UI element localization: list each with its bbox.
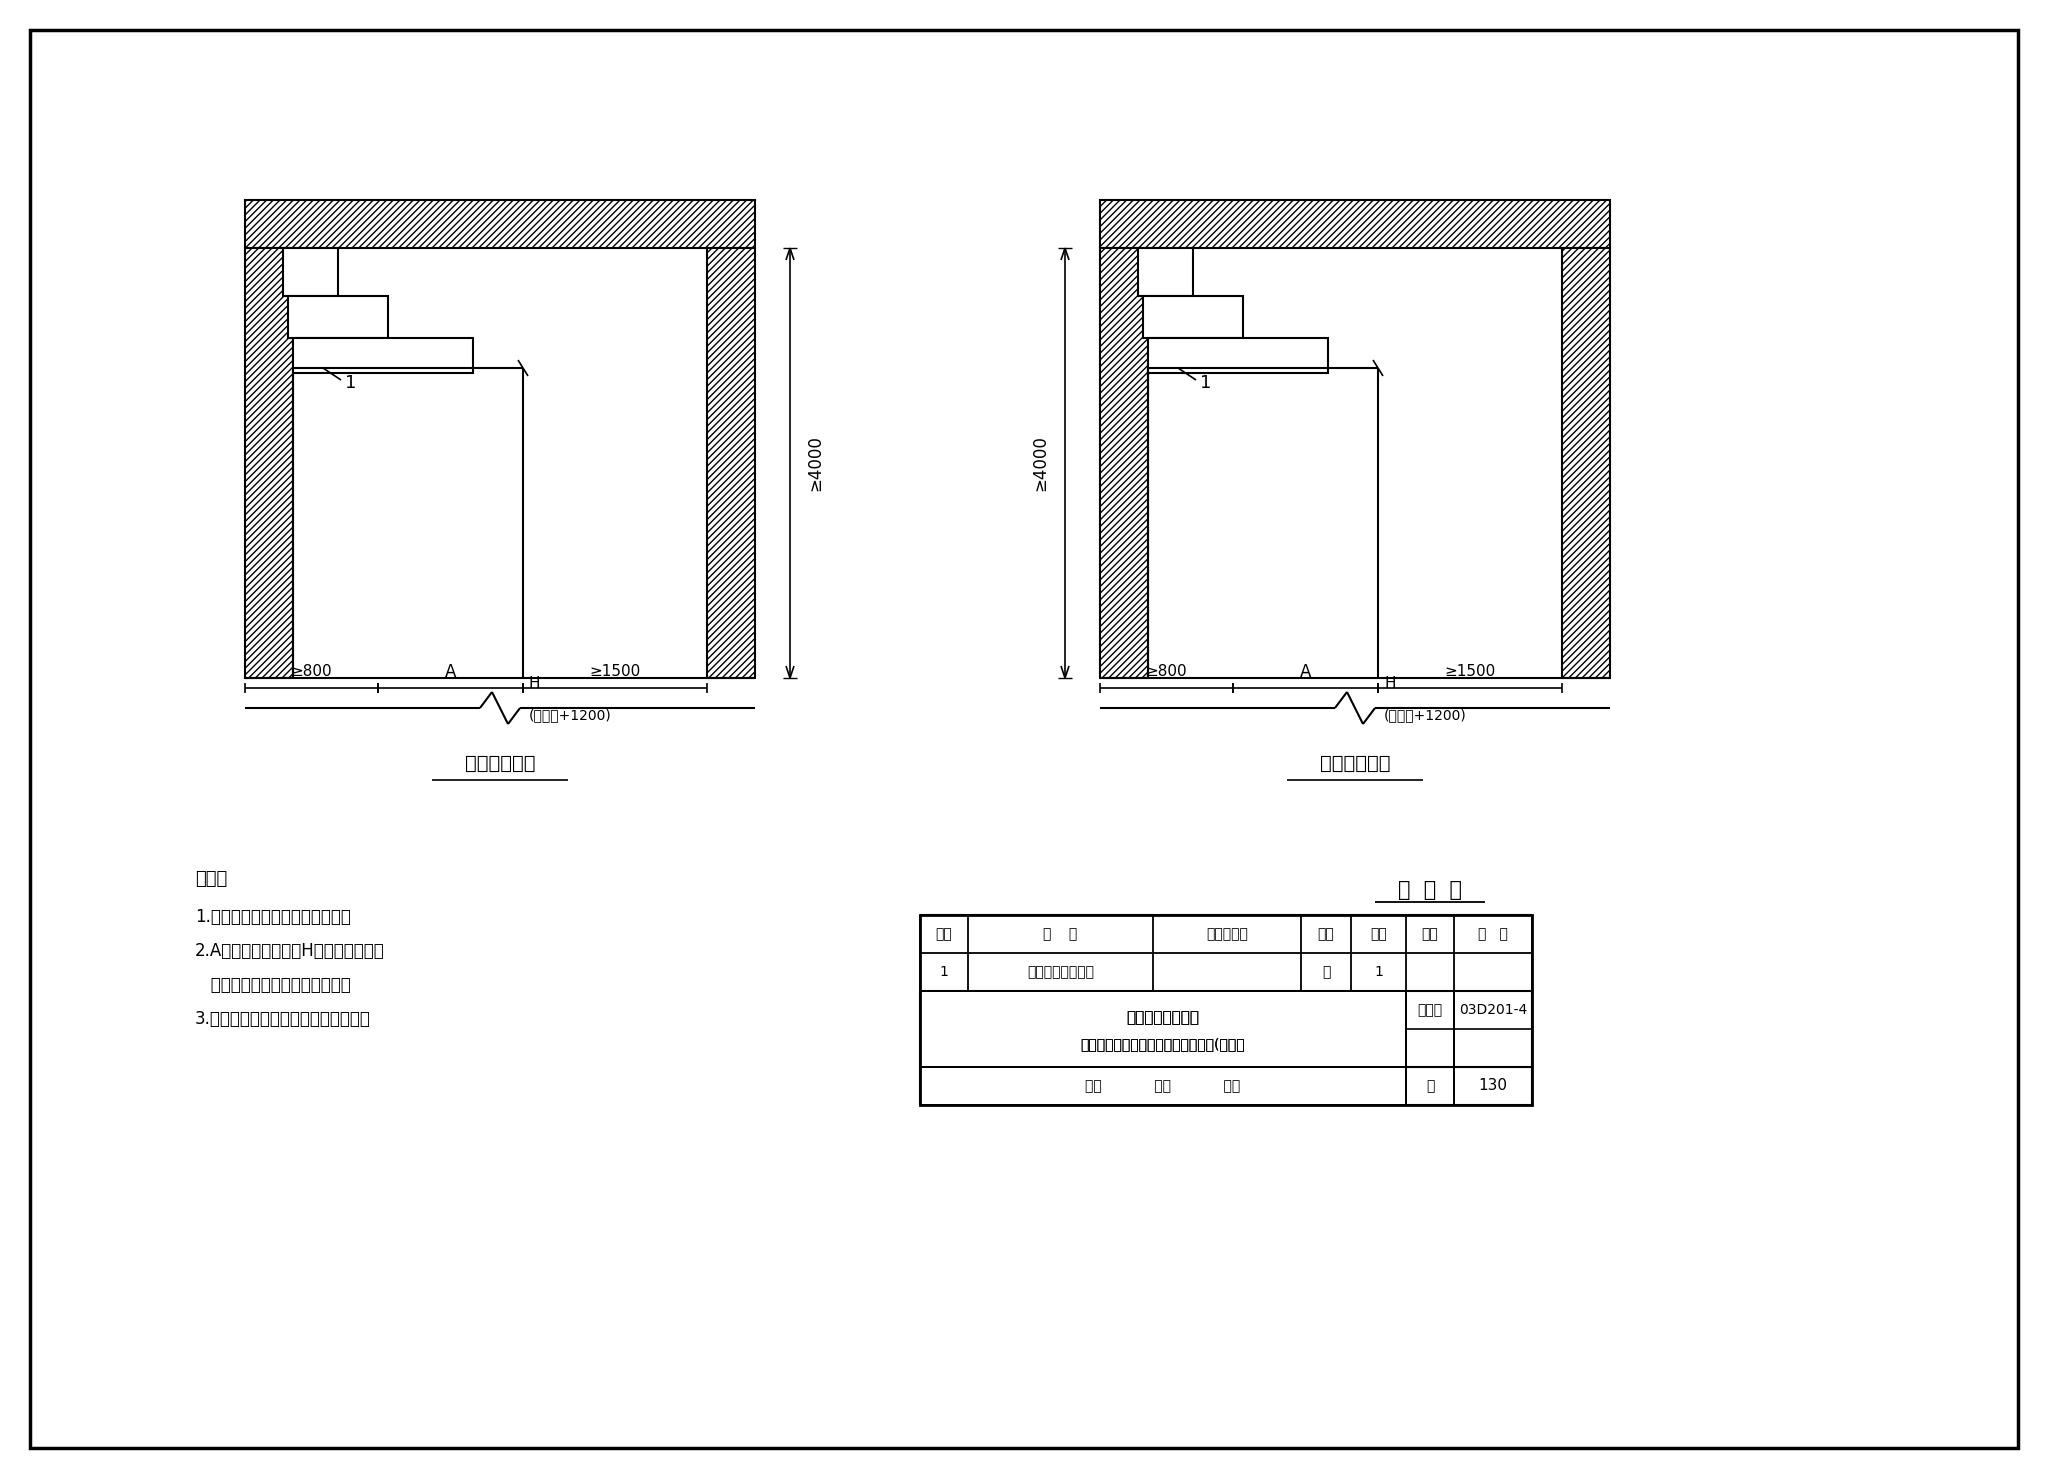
Text: 名    称: 名 称	[1042, 927, 1077, 941]
Bar	[1563, 248, 1610, 678]
Text: 03D201-4: 03D201-4	[1458, 1004, 1528, 1017]
Text: (单车长+1200): (单车长+1200)	[1384, 708, 1466, 721]
Text: 数量: 数量	[1370, 927, 1386, 941]
Text: A: A	[444, 664, 457, 681]
Text: 个: 个	[1321, 965, 1331, 978]
Bar	[246, 200, 756, 248]
Text: 后上架空进线: 后上架空进线	[465, 754, 535, 773]
Text: 明  细  表: 明 细 表	[1399, 879, 1462, 900]
Text: H: H	[1384, 677, 1395, 692]
Text: A: A	[1300, 664, 1311, 681]
Text: (单车长+1200): (单车长+1200)	[528, 708, 612, 721]
Text: 高压配电室剪面图: 高压配电室剪面图	[1126, 1009, 1200, 1026]
Text: 1: 1	[1374, 965, 1382, 978]
Text: 说明：: 说明：	[195, 871, 227, 888]
Text: 1: 1	[344, 374, 356, 392]
Text: 130: 130	[1479, 1079, 1507, 1094]
Text: ≥800: ≥800	[1145, 665, 1188, 680]
Text: 图集号: 图集号	[1417, 1004, 1442, 1017]
Bar	[922, 1069, 1405, 1104]
Text: ≥1500: ≥1500	[590, 665, 641, 680]
Text: ≥4000: ≥4000	[1030, 435, 1049, 491]
Bar	[246, 248, 293, 678]
Bar	[920, 915, 1532, 1106]
Text: 单位: 单位	[1317, 927, 1335, 941]
Text: 3.括号内的数值适用于移开式开关柜。: 3.括号内的数值适用于移开式开关柜。	[195, 1009, 371, 1029]
Bar	[1149, 338, 1327, 372]
Text: ≥4000: ≥4000	[807, 435, 823, 491]
Text: 高压配电室剪面图: 高压配电室剪面图	[1126, 1009, 1200, 1026]
Text: 型号及规格: 型号及规格	[1206, 927, 1247, 941]
Bar	[289, 296, 387, 338]
Text: 1: 1	[1200, 374, 1210, 392]
Text: 审核            校对            设计: 审核 校对 设计	[1085, 1079, 1241, 1094]
Text: 金属封闭式母线桥: 金属封闭式母线桥	[1026, 965, 1094, 978]
Text: 前上架空进线: 前上架空进线	[1319, 754, 1391, 773]
Text: H: H	[528, 677, 541, 692]
Bar	[1143, 296, 1243, 338]
Bar	[1139, 248, 1194, 296]
Text: 序号: 序号	[936, 927, 952, 941]
Bar	[283, 248, 338, 296]
Bar	[1100, 200, 1610, 248]
Text: （架空进出线、金属封闭式母线桥）(示例）: （架空进出线、金属封闭式母线桥）(示例）	[1081, 1038, 1245, 1051]
Bar	[707, 248, 756, 678]
Text: 2.A为开关柜的柜深，H为开关柜高度，: 2.A为开关柜的柜深，H为开关柜高度，	[195, 941, 385, 961]
Text: 页: 页	[1425, 1079, 1434, 1094]
Bar	[922, 992, 1405, 1066]
Text: （架空进出线、金属封闭式母线桥）(示例）: （架空进出线、金属封闭式母线桥）(示例）	[1081, 1038, 1245, 1051]
Text: 具体尺寸视所选厂家产品而定。: 具体尺寸视所选厂家产品而定。	[195, 975, 350, 995]
Text: 备   注: 备 注	[1479, 927, 1507, 941]
Bar	[1100, 248, 1149, 678]
Text: 1.母线桥与高压开关柜成套供应。: 1.母线桥与高压开关柜成套供应。	[195, 907, 350, 927]
Text: ≥800: ≥800	[291, 665, 332, 680]
Text: 页次: 页次	[1421, 927, 1438, 941]
Text: ≥1500: ≥1500	[1444, 665, 1495, 680]
Bar	[293, 338, 473, 372]
Text: 1: 1	[940, 965, 948, 978]
